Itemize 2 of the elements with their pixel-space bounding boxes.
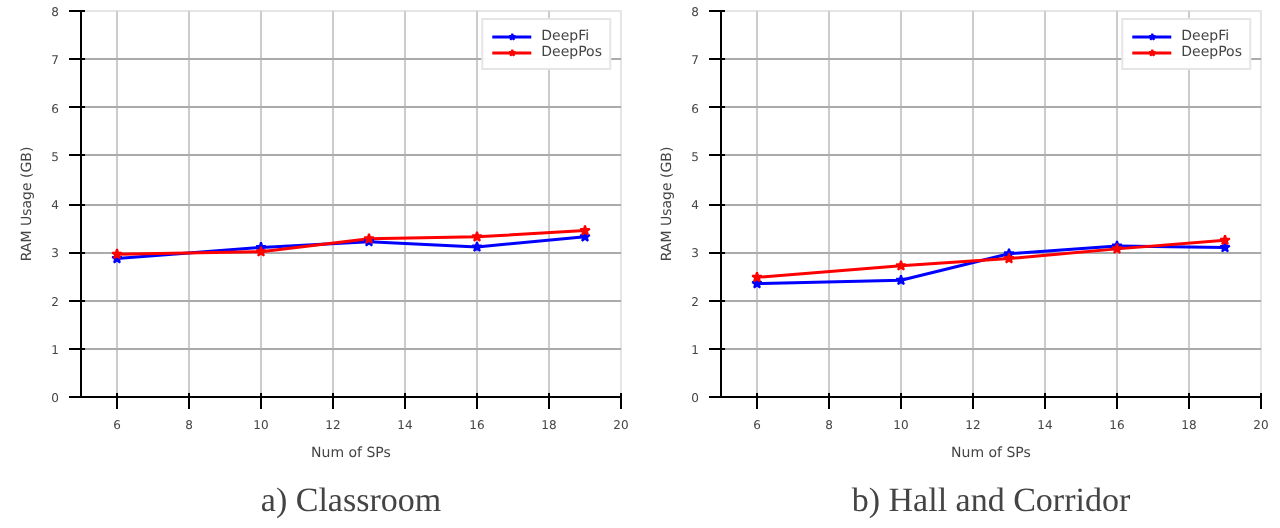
text: b) Hall and Corridor — [851, 481, 1131, 519]
text: a) Classroom — [260, 481, 442, 519]
